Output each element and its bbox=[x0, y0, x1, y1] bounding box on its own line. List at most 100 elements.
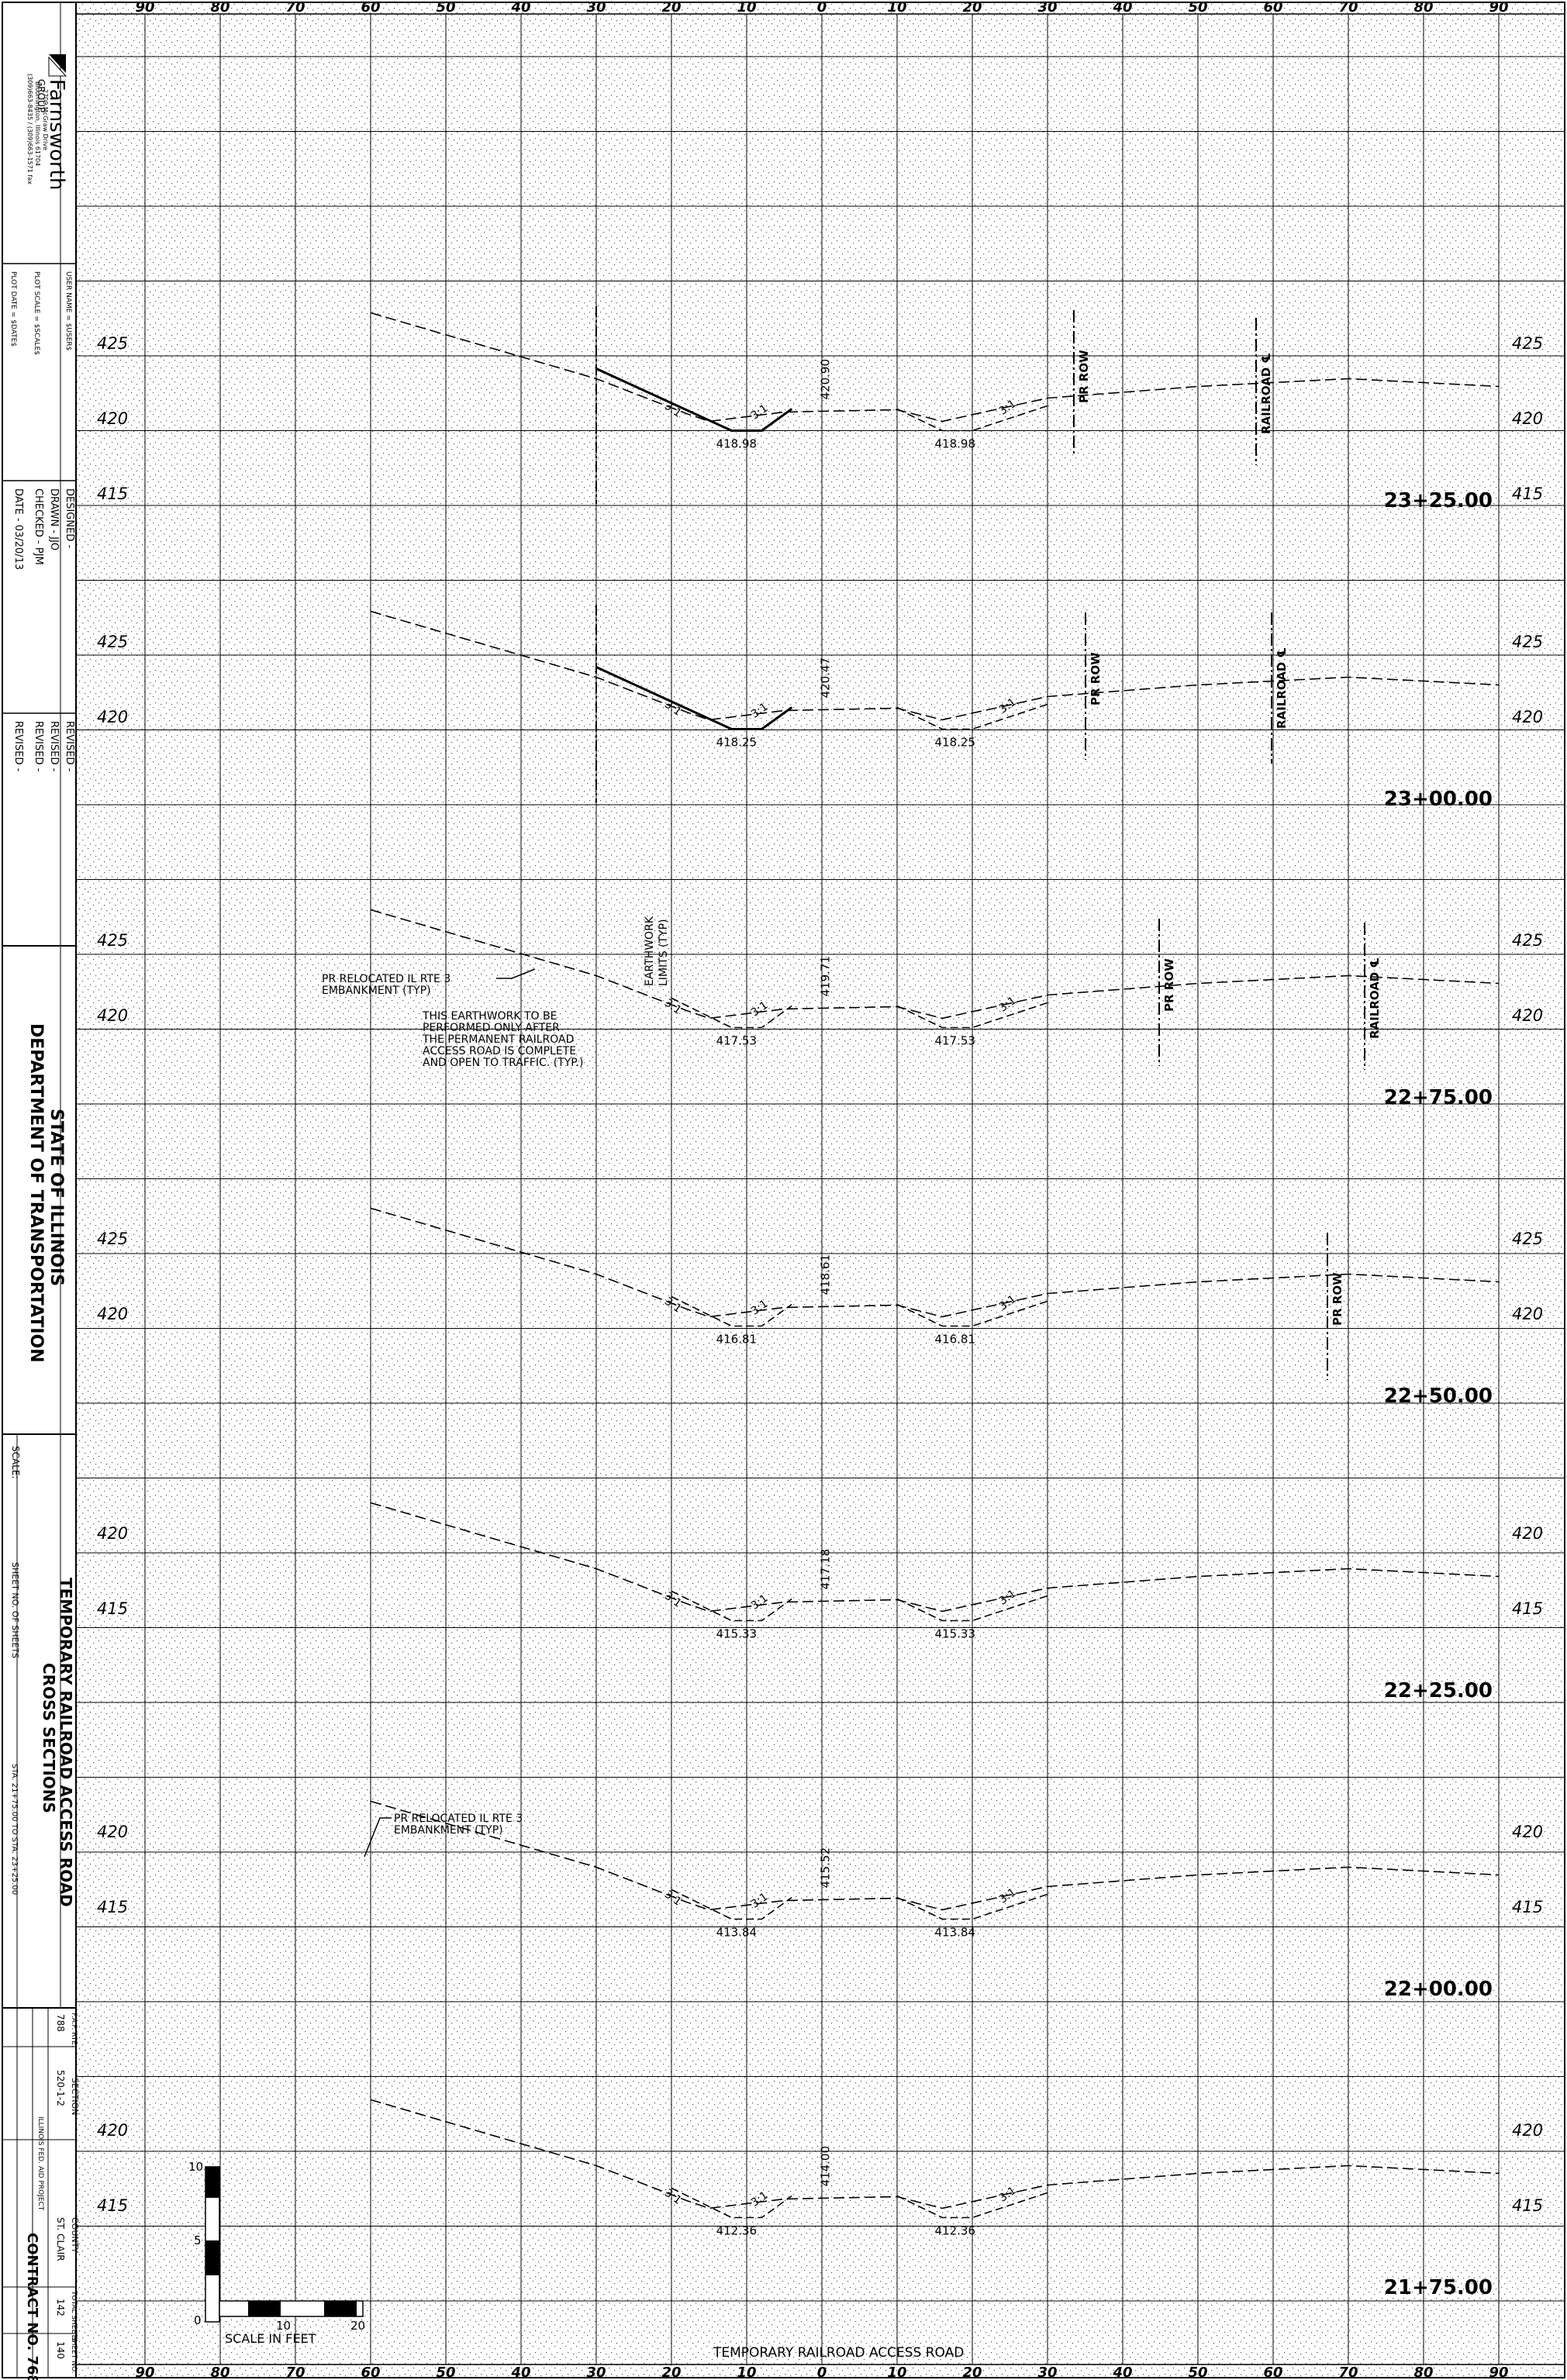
elevation-label-left: 425 bbox=[97, 633, 128, 651]
grid bbox=[76, 13, 1565, 2365]
scale-h-tick-20: 20 bbox=[350, 2319, 365, 2333]
top-tick-label: 0 bbox=[817, 0, 827, 16]
embankment-note-2-line-2: EMBANKMENT (TYP) bbox=[394, 1824, 503, 1837]
embankment-note-1: PR RELOCATED IL RTE 3 EMBANKMENT (TYP) bbox=[322, 968, 536, 997]
top-tick-label: 40 bbox=[1112, 0, 1132, 16]
bottom-tick-label: 20 bbox=[661, 2364, 681, 2380]
elevation-label-right: 420 bbox=[1512, 2121, 1543, 2140]
elevation-label-left: 420 bbox=[97, 409, 128, 428]
earthwork-limits-line-2: LIMITS (TYP) bbox=[658, 919, 670, 987]
top-offset-axis: 90 80 70 60 50 40 30 20 10 0 10 20 30 40 50 60 70 80 90 bbox=[135, 0, 1508, 16]
elevation-label-right: 415 bbox=[1512, 1599, 1543, 1618]
elevation-label-right: 425 bbox=[1512, 931, 1543, 950]
revised-1: REVISED - bbox=[64, 721, 75, 772]
top-tick-label: 10 bbox=[737, 0, 756, 16]
scale-v-tick-10: 10 bbox=[188, 2160, 203, 2174]
earthwork-limits-note: EARTHWORK LIMITS (TYP) bbox=[644, 916, 670, 986]
railroad-label: RAILROAD ℄ bbox=[1275, 647, 1289, 729]
proposed-ditch-line bbox=[671, 1295, 792, 1327]
proposed-right-ditch-line bbox=[896, 703, 1048, 730]
right-low-point-elevation: 415.33 bbox=[935, 1627, 976, 1641]
top-tick-label: 30 bbox=[1037, 0, 1057, 16]
existing-ground-line bbox=[370, 312, 1500, 423]
checked: CHECKED - PJM bbox=[33, 488, 44, 565]
bottom-tick-label: 50 bbox=[1188, 2364, 1207, 2380]
scale-v-tick-5: 5 bbox=[194, 2233, 202, 2247]
top-tick-label: 80 bbox=[210, 0, 230, 16]
bottom-tick-label: 10 bbox=[737, 2364, 756, 2380]
elevation-label-right: 420 bbox=[1512, 409, 1543, 428]
proposed-ditch-line bbox=[595, 367, 793, 432]
scale-label: SCALE: bbox=[10, 1446, 21, 1479]
proposed-ditch-line bbox=[671, 1888, 792, 1920]
right-low-point-elevation: 413.84 bbox=[935, 1926, 976, 1940]
notes: PR RELOCATED IL RTE 3 EMBANKMENT (TYP) E… bbox=[322, 916, 670, 1857]
elevation-label-left: 420 bbox=[97, 708, 128, 726]
centerline-elevation: 417.18 bbox=[819, 1549, 833, 1590]
embankment-note-1-line-2: EMBANKMENT (TYP) bbox=[322, 985, 431, 997]
bottom-tick-label: 80 bbox=[210, 2364, 230, 2380]
elevation-label-right: 420 bbox=[1512, 708, 1543, 726]
county: ST. CLAIR bbox=[55, 2217, 66, 2261]
top-tick-label: 60 bbox=[361, 0, 380, 16]
scale-bar: 10 5 0 10 20 SCALE IN FEET bbox=[188, 2160, 365, 2346]
centerline-elevation: 418.61 bbox=[819, 1254, 833, 1295]
top-tick-label: 90 bbox=[1489, 0, 1508, 16]
centerline-elevation: 420.90 bbox=[819, 359, 833, 400]
top-tick-label: 70 bbox=[1338, 0, 1358, 16]
right-low-point-elevation: 416.81 bbox=[935, 1333, 976, 1347]
railroad-label: RAILROAD ℄ bbox=[1368, 957, 1382, 1039]
elevation-label-right: 420 bbox=[1512, 1305, 1543, 1323]
centerline-elevation: 415.52 bbox=[819, 1847, 833, 1888]
bottom-tick-label: 0 bbox=[817, 2364, 827, 2380]
existing-ground-line bbox=[370, 1502, 1500, 1613]
proposed-right-ditch-line bbox=[896, 1002, 1048, 1029]
proposed-right-ditch-line bbox=[896, 1893, 1048, 1920]
left-low-point-elevation: 416.81 bbox=[716, 1333, 758, 1347]
embankment-note-1-line-1: PR RELOCATED IL RTE 3 bbox=[322, 973, 450, 985]
elevation-label-left: 425 bbox=[97, 931, 128, 950]
elevation-label-left: 420 bbox=[97, 2121, 128, 2140]
station-label: 23+00.00 bbox=[1384, 788, 1493, 811]
left-low-point-elevation: 418.25 bbox=[716, 736, 758, 750]
top-tick-label: 60 bbox=[1263, 0, 1282, 16]
proposed-ditch-line bbox=[671, 1590, 792, 1622]
bottom-tick-label: 20 bbox=[962, 2364, 982, 2380]
top-tick-label: 40 bbox=[510, 0, 530, 16]
bottom-offset-axis: 90 80 70 60 50 40 30 20 10 0 10 20 30 40 50 60 70 80 90 bbox=[135, 2364, 1508, 2380]
station-label: 22+50.00 bbox=[1384, 1385, 1493, 1408]
scale-v-tick-0: 0 bbox=[194, 2313, 202, 2327]
top-tick-label: 70 bbox=[285, 0, 305, 16]
sheet-title-2: CROSS SECTIONS bbox=[40, 1663, 58, 1813]
existing-ground-line bbox=[370, 610, 1500, 721]
top-tick-label: 50 bbox=[1188, 0, 1207, 16]
elevation-label-right: 420 bbox=[1512, 1823, 1543, 1841]
pr-row-label: PR ROW bbox=[1089, 652, 1103, 705]
elevation-label-left: 420 bbox=[97, 1006, 128, 1025]
elevation-label-left: 415 bbox=[97, 485, 128, 503]
station-label: 22+75.00 bbox=[1384, 1086, 1493, 1109]
top-tick-label: 90 bbox=[135, 0, 154, 16]
sheet-title-1: TEMPORARY RAILROAD ACCESS ROAD bbox=[57, 1578, 75, 1907]
bottom-tick-label: 30 bbox=[586, 2364, 606, 2380]
elevation-label-right: 425 bbox=[1512, 334, 1543, 353]
bottom-tick-label: 80 bbox=[1413, 2364, 1433, 2380]
elevation-label-left: 415 bbox=[97, 2196, 128, 2215]
elevation-label-right: 420 bbox=[1512, 1006, 1543, 1025]
earthwork-sequence-line-1: THIS EARTHWORK TO BE bbox=[422, 1010, 557, 1023]
centerline-elevation: 420.47 bbox=[819, 657, 833, 698]
firm-phone: (309)663-8435 / (309)663-1571 fax bbox=[26, 74, 33, 185]
date: DATE - 03/20/13 bbox=[12, 488, 24, 570]
revised-2: REVISED - bbox=[48, 721, 60, 772]
proposed-ditch-line bbox=[671, 997, 792, 1029]
elevation-label-left: 415 bbox=[97, 1599, 128, 1618]
user-name: USER NAME = $USER$ bbox=[64, 271, 72, 350]
embankment-note-2-line-1: PR RELOCATED IL RTE 3 bbox=[394, 1813, 523, 1825]
earthwork-limits-line-1: EARTHWORK bbox=[644, 916, 656, 986]
top-tick-label: 50 bbox=[436, 0, 455, 16]
bottom-tick-label: 40 bbox=[1112, 2364, 1132, 2380]
bottom-tick-label: 60 bbox=[361, 2364, 380, 2380]
existing-ground-line bbox=[370, 909, 1500, 1019]
